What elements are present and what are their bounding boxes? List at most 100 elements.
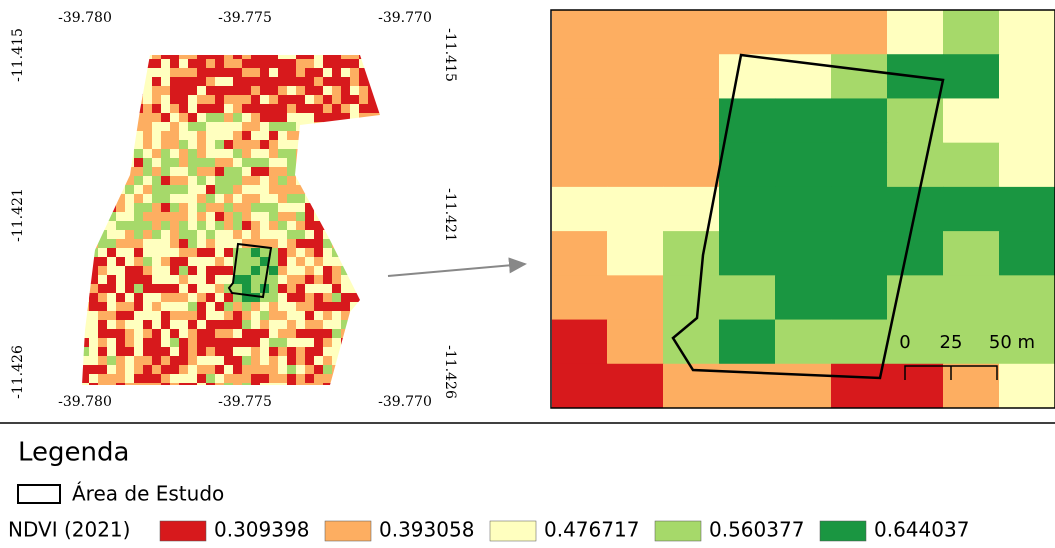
raster-cell — [314, 113, 323, 122]
raster-cell — [341, 68, 350, 77]
raster-cell — [314, 347, 323, 356]
raster-cell — [341, 284, 350, 293]
raster-cell — [80, 77, 89, 86]
raster-cell — [116, 239, 125, 248]
raster-cell — [98, 167, 107, 176]
raster-cell — [341, 311, 350, 320]
raster-cell — [377, 77, 386, 86]
raster-cell — [215, 158, 224, 167]
raster-cell — [170, 167, 179, 176]
raster-cell — [89, 257, 98, 266]
raster-cell — [314, 77, 323, 86]
raster-cell — [242, 383, 251, 392]
raster-cell — [152, 185, 161, 194]
raster-cell — [134, 68, 143, 77]
raster-cell — [107, 275, 116, 284]
raster-cell — [107, 176, 116, 185]
raster-cell — [314, 248, 323, 257]
raster-cell — [233, 176, 242, 185]
raster-cell — [719, 54, 776, 99]
raster-cell — [116, 365, 125, 374]
raster-cell — [377, 212, 386, 221]
raster-cell — [242, 149, 251, 158]
raster-cell — [999, 98, 1055, 143]
raster-cell — [215, 176, 224, 185]
raster-cell — [251, 248, 260, 257]
raster-cell — [107, 311, 116, 320]
raster-cell — [607, 231, 664, 276]
raster-cell — [80, 320, 89, 329]
raster-cell — [551, 275, 608, 320]
raster-cell — [116, 158, 125, 167]
raster-cell — [377, 221, 386, 230]
raster-cell — [224, 194, 233, 203]
raster-cell — [233, 374, 242, 383]
raster-cell — [350, 257, 359, 266]
raster-cell — [215, 104, 224, 113]
raster-cell — [296, 338, 305, 347]
raster-cell — [305, 284, 314, 293]
raster-cell — [179, 194, 188, 203]
raster-cell — [278, 338, 287, 347]
raster-cell — [179, 383, 188, 392]
raster-cell — [296, 284, 305, 293]
raster-cell — [332, 221, 341, 230]
raster-cell — [341, 338, 350, 347]
raster-cell — [215, 167, 224, 176]
raster-cell — [206, 248, 215, 257]
raster-cell — [152, 149, 161, 158]
raster-cell — [170, 230, 179, 239]
raster-cell — [125, 248, 134, 257]
raster-cell — [179, 122, 188, 131]
raster-cell — [350, 167, 359, 176]
raster-cell — [350, 77, 359, 86]
raster-cell — [260, 185, 269, 194]
raster-cell — [368, 347, 377, 356]
raster-cell — [368, 203, 377, 212]
raster-cell — [242, 113, 251, 122]
raster-cell — [89, 122, 98, 131]
raster-cell — [224, 266, 233, 275]
raster-cell — [242, 365, 251, 374]
raster-cell — [143, 212, 152, 221]
raster-cell — [89, 194, 98, 203]
raster-cell — [179, 221, 188, 230]
y-coord-label: -11.426 — [442, 345, 458, 399]
raster-cell — [368, 356, 377, 365]
raster-cell — [179, 365, 188, 374]
raster-cell — [314, 185, 323, 194]
raster-cell — [161, 356, 170, 365]
raster-cell — [206, 113, 215, 122]
raster-cell — [332, 302, 341, 311]
raster-cell — [269, 221, 278, 230]
raster-cell — [296, 365, 305, 374]
raster-cell — [179, 212, 188, 221]
raster-cell — [143, 302, 152, 311]
raster-cell — [314, 167, 323, 176]
raster-cell — [368, 95, 377, 104]
raster-cell — [305, 149, 314, 158]
raster-cell — [170, 122, 179, 131]
raster-cell — [233, 221, 242, 230]
raster-cell — [161, 113, 170, 122]
raster-cell — [663, 10, 720, 55]
raster-cell — [287, 185, 296, 194]
raster-cell — [116, 248, 125, 257]
raster-cell — [224, 257, 233, 266]
raster-cell — [377, 167, 386, 176]
raster-cell — [224, 104, 233, 113]
raster-cell — [332, 329, 341, 338]
raster-cell — [206, 149, 215, 158]
raster-cell — [377, 383, 386, 392]
raster-cell — [377, 122, 386, 131]
raster-cell — [143, 284, 152, 293]
raster-cell — [260, 68, 269, 77]
raster-cell — [161, 212, 170, 221]
raster-cell — [116, 194, 125, 203]
raster-cell — [215, 203, 224, 212]
raster-cell — [719, 231, 776, 276]
raster-cell — [368, 50, 377, 59]
legend-swatch — [490, 521, 536, 541]
raster-cell — [305, 59, 314, 68]
raster-cell — [305, 68, 314, 77]
